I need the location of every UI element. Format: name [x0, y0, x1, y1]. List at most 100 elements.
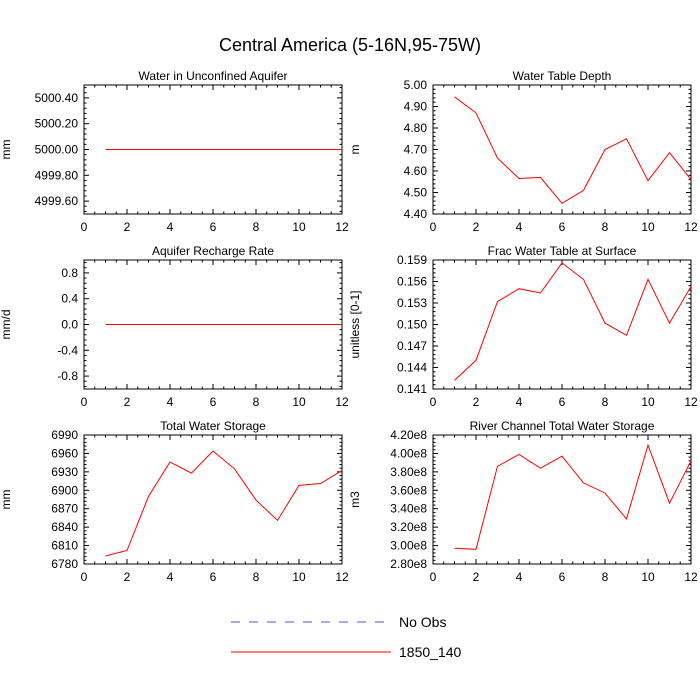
- y-axis-label: unitless [0-1]: [348, 290, 362, 358]
- panel-water-unconfined-aquifer: Water in Unconfined Aquifer 0 2 4 6 8 10 12 4999…: [0, 69, 349, 234]
- y-axis-label: m3: [348, 491, 362, 508]
- y-tick-label: 3.80e8: [390, 465, 427, 479]
- legend-label-no-obs: No Obs: [399, 614, 446, 630]
- plot-frame: [83, 434, 343, 565]
- y-tick-label: 3.60e8: [390, 483, 427, 497]
- y-tick-label: 6840: [51, 520, 78, 534]
- y-tick-label: 4.90: [404, 100, 428, 114]
- y-tick-label: 5000.00: [35, 143, 79, 157]
- y-tick-label: 0.159: [397, 253, 427, 267]
- y-tick-label: 3.20e8: [390, 520, 427, 534]
- legend: No Obs 1850_140: [231, 614, 462, 660]
- y-tick-label: 4.00e8: [390, 446, 427, 460]
- panel-title: Frac Water Table at Surface: [488, 244, 637, 258]
- y-tick-label: 0.153: [397, 296, 427, 310]
- y-tick-label: 0.150: [397, 318, 427, 332]
- y-tick-label: 4.40: [404, 207, 428, 221]
- x-tick-label: 10: [641, 220, 655, 234]
- x-tick-label: 8: [602, 220, 609, 234]
- x-tick-label: 10: [292, 220, 306, 234]
- y-tick-label: 5.00: [404, 78, 428, 92]
- y-tick-label: 0.8: [61, 266, 78, 280]
- x-tick-label: 10: [641, 395, 655, 409]
- x-tick-label: 2: [473, 220, 480, 234]
- x-tick-label: 2: [473, 570, 480, 584]
- y-tick-label: 4.20e8: [390, 428, 427, 442]
- x-tick-label: 0: [81, 570, 88, 584]
- y-tick-label: 6930: [51, 465, 78, 479]
- x-tick-label: 2: [124, 570, 131, 584]
- x-tick-label: 8: [602, 570, 609, 584]
- panel-aquifer-recharge-rate: Aquifer Recharge Rate 0 2 4 6 8 10 12 -0.8 -0.4 0.…: [0, 244, 349, 409]
- plot-frame: [432, 434, 692, 565]
- x-tick-label: 6: [210, 570, 217, 584]
- y-axis-label: mm: [0, 140, 13, 160]
- y-tick-label: 6900: [51, 483, 78, 497]
- x-tick-label: 6: [210, 395, 217, 409]
- y-tick-label: 5000.20: [35, 117, 79, 131]
- x-tick-label: 4: [167, 570, 174, 584]
- y-tick-label: 6870: [51, 502, 78, 516]
- y-tick-label: -0.4: [57, 343, 78, 357]
- x-tick-label: 0: [430, 570, 437, 584]
- series-line-1850-140: [454, 443, 692, 550]
- panel-frac-water-table-surface: Frac Water Table at Surface 0 2 4 6 8 10 12 0.14…: [348, 244, 698, 409]
- x-tick-label: 6: [559, 570, 566, 584]
- series-line-1850-140: [454, 262, 692, 381]
- x-tick-label: 8: [253, 220, 260, 234]
- x-tick-label: 6: [559, 220, 566, 234]
- y-tick-label: 6960: [51, 446, 78, 460]
- y-axis-label: mm: [0, 490, 13, 510]
- series-line-1850-140: [105, 450, 343, 557]
- y-tick-label: 0.141: [397, 382, 427, 396]
- x-tick-label: 12: [684, 395, 698, 409]
- x-tick-label: 2: [124, 220, 131, 234]
- x-tick-label: 10: [292, 570, 306, 584]
- y-tick-label: 6810: [51, 539, 78, 553]
- y-tick-label: -0.8: [57, 369, 78, 383]
- series-line-1850-140: [454, 96, 692, 204]
- x-tick-label: 4: [167, 220, 174, 234]
- chart-title: Central America (5-16N,95-75W): [219, 35, 481, 55]
- x-tick-label: 4: [167, 395, 174, 409]
- x-tick-label: 0: [81, 395, 88, 409]
- y-tick-label: 2.80e8: [390, 557, 427, 571]
- x-tick-label: 12: [335, 220, 349, 234]
- panel-title: River Channel Total Water Storage: [470, 419, 655, 433]
- panel-river-channel-water-storage: River Channel Total Water Storage 0 2 4 6 8 10…: [348, 419, 698, 584]
- x-tick-label: 4: [516, 220, 523, 234]
- panel-title: Water Table Depth: [513, 69, 612, 83]
- legend-label-1850-140: 1850_140: [399, 644, 462, 660]
- y-tick-label: 0.156: [397, 275, 427, 289]
- y-tick-label: 4.80: [404, 121, 428, 135]
- panel-title: Total Water Storage: [160, 419, 266, 433]
- panel-title: Aquifer Recharge Rate: [152, 244, 274, 258]
- y-tick-label: 4999.60: [35, 194, 79, 208]
- x-tick-label: 2: [473, 395, 480, 409]
- plot-frame: [432, 84, 692, 215]
- y-tick-label: 5000.40: [35, 91, 79, 105]
- x-tick-label: 8: [602, 395, 609, 409]
- x-tick-label: 4: [516, 570, 523, 584]
- x-tick-label: 10: [641, 570, 655, 584]
- x-tick-label: 12: [684, 570, 698, 584]
- x-tick-label: 12: [335, 570, 349, 584]
- x-tick-label: 8: [253, 570, 260, 584]
- y-tick-label: 0.0: [61, 318, 78, 332]
- x-tick-label: 0: [430, 220, 437, 234]
- x-tick-label: 10: [292, 395, 306, 409]
- y-tick-label: 0.144: [397, 361, 427, 375]
- y-tick-label: 3.00e8: [390, 539, 427, 553]
- x-tick-label: 0: [430, 395, 437, 409]
- x-tick-label: 12: [335, 395, 349, 409]
- panel-water-table-depth: Water Table Depth 0 2 4 6 8 10 12 4.40 4.50 4.60 4.…: [348, 69, 698, 234]
- y-tick-label: 6780: [51, 557, 78, 571]
- y-tick-label: 3.40e8: [390, 502, 427, 516]
- y-tick-label: 0.4: [61, 292, 78, 306]
- y-tick-label: 4.60: [404, 164, 428, 178]
- y-tick-label: 6990: [51, 428, 78, 442]
- y-axis-label: mm/d: [0, 310, 13, 340]
